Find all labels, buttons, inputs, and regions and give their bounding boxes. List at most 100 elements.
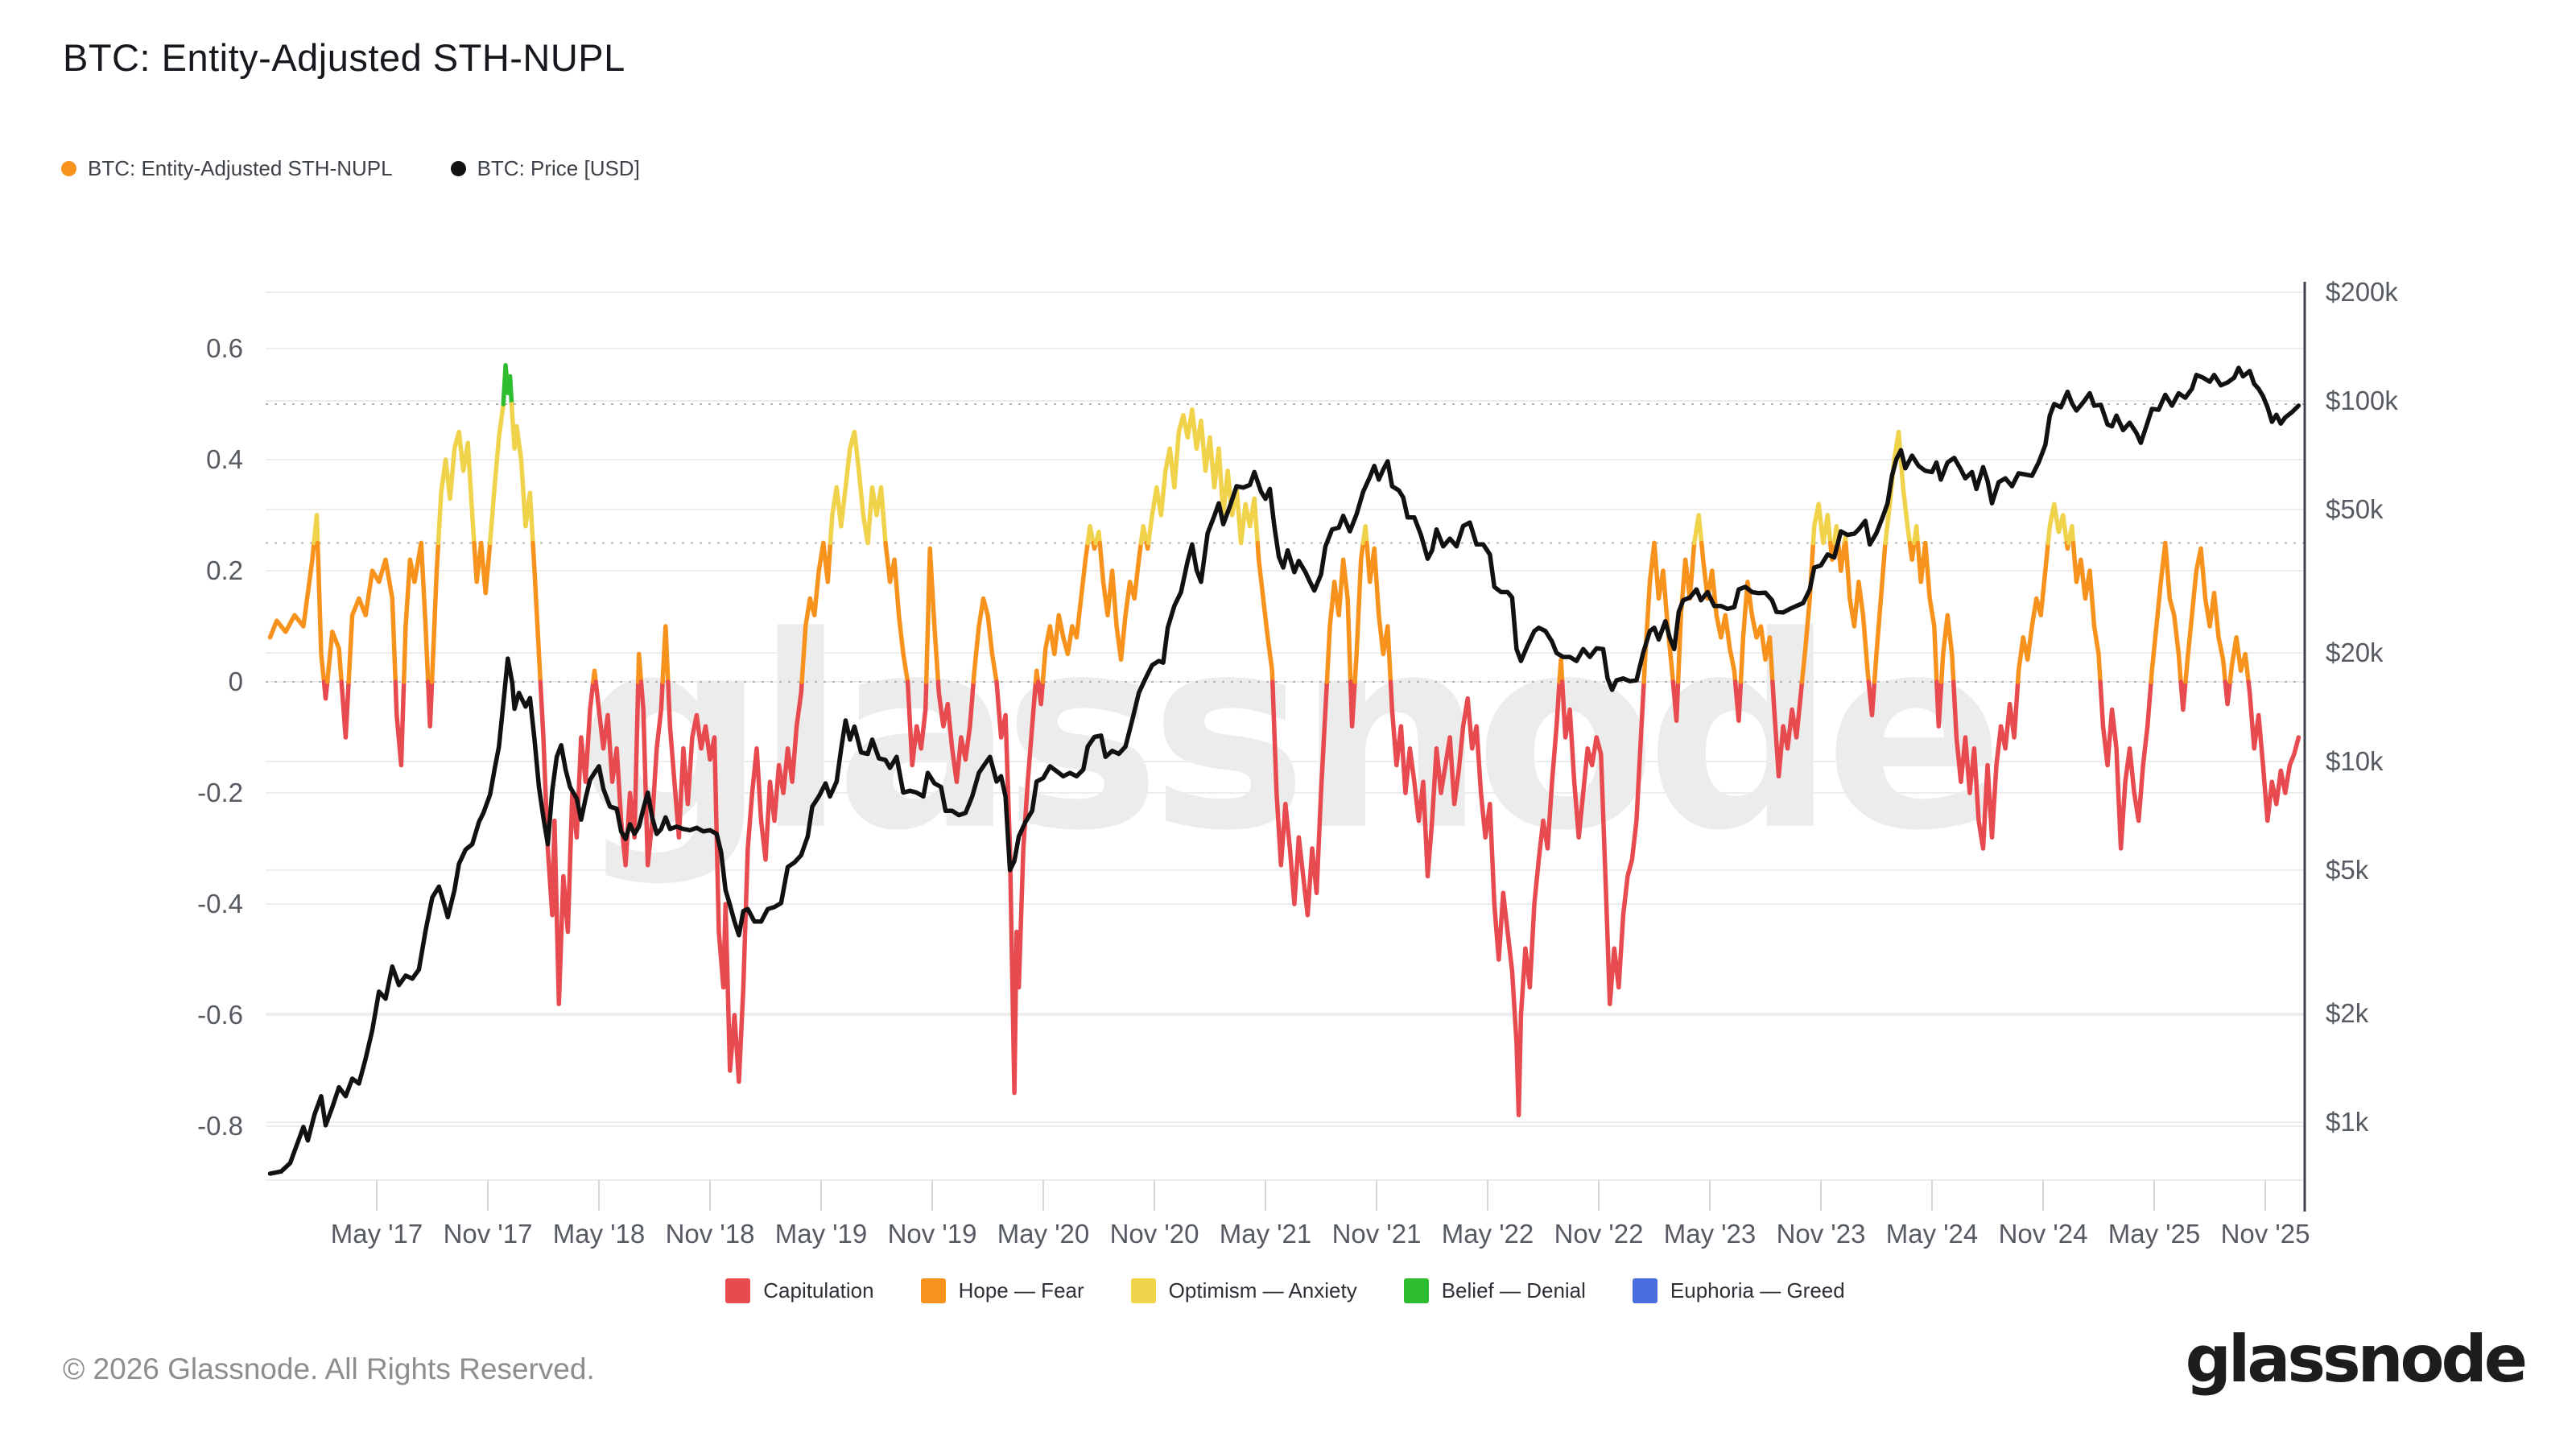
nupl-line-segment [1922, 540, 1939, 684]
page-title: BTC: Entity-Adjusted STH-NUPL [63, 36, 625, 79]
band-legend-item[interactable]: Euphoria — Greed [1632, 1278, 1845, 1303]
nupl-line-segment [905, 679, 929, 768]
nupl-line-segment [2246, 679, 2301, 824]
nupl-line-segment [346, 557, 398, 684]
nupl-line-segment [478, 540, 493, 596]
nupl-line-segment [2098, 679, 2153, 851]
nupl-line-segment [971, 596, 999, 684]
band-legend-label: Optimism — Anxiety [1168, 1278, 1357, 1302]
bands-legend: Capitulation Hope — Fear Optimism — Anxiet… [266, 1278, 2305, 1303]
nupl-line-segment [1866, 679, 1877, 718]
nupl-line-segment [994, 679, 1038, 1096]
nupl-line-segment [429, 540, 441, 684]
band-color-swatch [920, 1278, 946, 1303]
nupl-line-segment [591, 668, 598, 684]
nupl-line-segment [1652, 540, 1676, 684]
nupl-line-segment [660, 624, 671, 684]
nupl-line-segment [419, 540, 431, 684]
nupl-line-segment [2178, 679, 2188, 712]
nupl-line-segment [401, 540, 423, 684]
top-legend-label: BTC: Price [USD] [477, 156, 640, 180]
nupl-line-segment [1085, 524, 1096, 546]
nupl-line-segment [1641, 540, 1657, 684]
band-legend-label: Hope — Fear [958, 1278, 1084, 1302]
band-legend-item[interactable]: Hope — Fear [920, 1278, 1084, 1303]
nupl-line-segment [1907, 540, 1917, 562]
nupl-line-segment [2163, 540, 2183, 684]
nupl-line-segment [315, 540, 327, 684]
nupl-line-segment [1951, 679, 2021, 851]
nupl-line-segment [1738, 580, 1775, 684]
band-legend-label: Belief — Denial [1441, 1278, 1586, 1302]
nupl-line-segment [1348, 679, 1357, 729]
top-legend: BTC: Entity-Adjusted STH-NUPL BTC: Price … [61, 156, 640, 181]
nupl-line-segment [472, 540, 484, 584]
nupl-line-segment [1691, 513, 1704, 546]
nupl-line-segment [1810, 502, 1833, 546]
footer-copyright: © 2026 Glassnode. All Rights Reserved. [63, 1352, 595, 1385]
nupl-line-segment [828, 429, 888, 546]
nupl-line-segment [1364, 540, 1393, 684]
nupl-line-segment [1557, 657, 1565, 684]
nupl-line-segment [1843, 540, 1872, 684]
nupl-line-segment [1799, 540, 1816, 684]
nupl-line-segment [321, 679, 330, 701]
nupl-line-segment [1352, 540, 1366, 684]
band-color-swatch [1403, 1278, 1429, 1303]
nupl-line-segment [1033, 668, 1041, 684]
nupl-line-segment [393, 679, 407, 768]
nupl-line-segment [1146, 407, 1260, 546]
nupl-line-segment [1093, 529, 1102, 546]
nupl-line-segment [1138, 524, 1150, 546]
nupl-line-segment [1255, 540, 1275, 684]
nupl-line-segment [1912, 524, 1921, 546]
nupl-line-segment [488, 402, 506, 546]
nupl-line-segment [1770, 679, 1805, 779]
band-color-swatch [1130, 1278, 1156, 1303]
nupl-line-segment [923, 546, 941, 684]
nupl-line-segment [666, 679, 804, 1084]
nupl-line-segment [1388, 679, 1562, 1117]
band-legend-label: Capitulation [763, 1278, 874, 1302]
nupl-line-segment [436, 429, 477, 546]
nupl-line-segment [530, 540, 543, 684]
nupl-line-segment [1835, 540, 1847, 573]
nupl-line-segment [339, 679, 351, 740]
nupl-line-segment [2015, 540, 2050, 684]
band-legend-item[interactable]: Capitulation [725, 1278, 874, 1303]
nupl-line-segment [883, 540, 910, 684]
nupl-line-segment [1097, 540, 1144, 663]
nupl-line-segment [1360, 524, 1369, 546]
nupl-line-segment [324, 630, 344, 684]
nupl-line-segment [1872, 540, 1888, 684]
nupl-line-segment [267, 540, 316, 640]
nupl-line-segment [2149, 540, 2168, 684]
nupl-line-segment [1883, 429, 1913, 546]
band-legend-item[interactable]: Belief — Denial [1403, 1278, 1586, 1303]
nupl-line-segment [2223, 679, 2232, 707]
nupl-line-segment [1324, 557, 1353, 684]
series-dot-icon [450, 161, 466, 176]
nupl-line-segment [1559, 679, 1646, 1006]
nupl-line-segment [1915, 540, 1928, 584]
nupl-line-segment [1675, 540, 1697, 684]
top-legend-item[interactable]: BTC: Entity-Adjusted STH-NUPL [61, 156, 393, 181]
nupl-line-segment [2066, 524, 2076, 546]
nupl-line-segment [1270, 679, 1330, 918]
nupl-line-segment [799, 540, 826, 684]
price-line [267, 365, 2301, 1176]
band-color-swatch [725, 1278, 751, 1303]
series-dot-icon [61, 161, 76, 176]
top-legend-item[interactable]: BTC: Price [USD] [450, 156, 640, 181]
nupl-line-segment [935, 679, 976, 784]
band-legend-item[interactable]: Optimism — Anxiety [1130, 1278, 1357, 1303]
band-legend-label: Euphoria — Greed [1670, 1278, 1845, 1302]
nupl-line-segment [2070, 540, 2103, 684]
nupl-line-segment [1827, 540, 1837, 562]
nupl-line-segment [312, 513, 320, 546]
nupl-line-segment [593, 679, 641, 868]
nupl-line-segment [636, 651, 644, 684]
nupl-line-segment [1934, 679, 1944, 729]
